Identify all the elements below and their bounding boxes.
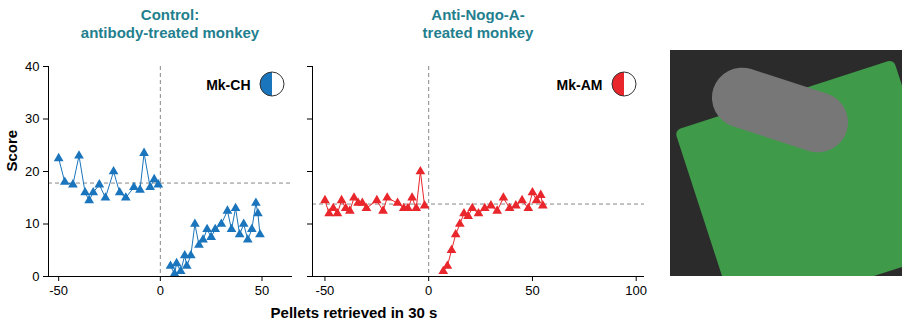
svg-text:Mk-CH: Mk-CH	[206, 77, 250, 93]
svg-text:-50: -50	[316, 283, 335, 298]
svg-text:0: 0	[32, 269, 39, 284]
svg-text:50: 50	[255, 283, 269, 298]
svg-text:0: 0	[157, 283, 164, 298]
html-text:Control: antibody-treated monk: Control: antibody-treated monkey	[80, 6, 260, 41]
html-text:Pellets retrieved in 30 s: Pellets retrieved in 30 s	[270, 304, 438, 321]
svg-text:40: 40	[25, 59, 39, 74]
html-text:Anti-Nogo-A- treated monkey: Anti-Nogo-A- treated monkey	[422, 6, 534, 41]
svg-text:0: 0	[425, 283, 432, 298]
svg-text:-50: -50	[49, 283, 68, 298]
svg-text:Score: Score	[3, 130, 20, 172]
svg-text:Mk-AM: Mk-AM	[557, 77, 603, 93]
svg-text:100: 100	[625, 283, 647, 298]
svg-text:30: 30	[25, 111, 39, 126]
svg-text:10: 10	[25, 216, 39, 231]
svg-text:50: 50	[525, 283, 539, 298]
svg-text:20: 20	[25, 164, 39, 179]
